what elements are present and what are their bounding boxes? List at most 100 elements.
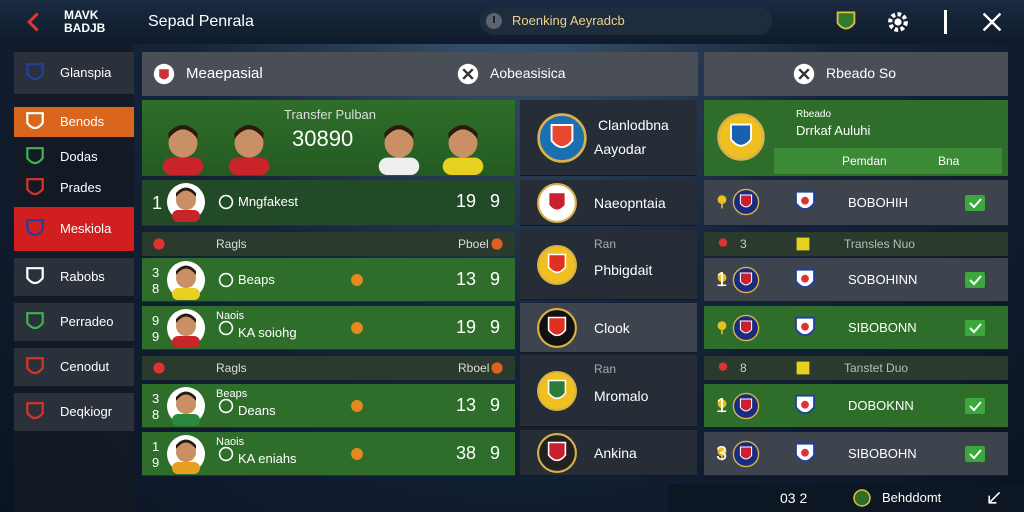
sidebar-item[interactable]: Cenodut [14,348,134,386]
player-row[interactable]: 3 8 Beaps Deans 13 9 [142,384,515,428]
fixture-name: SIBOBOHN [848,446,917,461]
club-row[interactable]: Ran Phbigdait [520,230,697,300]
section-icon-graphic [491,362,503,374]
player-avatar [166,434,206,474]
pin-icon [714,318,730,338]
sidebar-item[interactable]: Deqkiogr [14,393,134,431]
pin-icon [714,270,730,290]
sidebar-item[interactable]: Rabobs [14,258,134,296]
check-button[interactable] [960,270,990,290]
status-icon-graphic [218,320,234,336]
check-button[interactable] [960,318,990,338]
club-crest [792,188,818,216]
club-crest-graphic [732,188,760,216]
player-row[interactable]: 3 8 Beaps 13 9 [142,258,515,302]
sidebar-icon-graphic [26,112,44,130]
sidebar-icon [24,311,46,333]
club-crest-graphic [537,183,577,223]
player-points: 13 [456,269,477,289]
player-rank: 3 [152,265,160,280]
sidebar-item[interactable]: Dodas [14,145,134,169]
settings-icon[interactable] [886,10,910,34]
collapse-icon[interactable] [986,490,1002,506]
info-tabs[interactable]: Pemdan Bna [774,148,1002,174]
sidebar-item[interactable]: Benods [14,107,134,137]
sidebar-item[interactable]: Perradeo [14,303,134,341]
club-row[interactable]: Ankina [520,430,697,476]
club-crest [536,307,578,349]
player-points: 13 [456,395,477,415]
sidebar-icon [24,218,46,240]
club-badge[interactable] [834,10,858,34]
fixture-num: 3 [716,443,728,465]
pin-icon-graphic [717,273,727,287]
club-row[interactable]: Naeopntaia [520,180,697,226]
status-icon [218,446,234,462]
section-icon [794,360,812,376]
section-icon [152,237,166,251]
club-row[interactable]: Ran Mromalo [520,355,697,427]
player-wins: 9 [490,317,501,337]
fixture-row[interactable]: 1 8 SOBOHINN [704,258,1008,302]
coin-icon-graphic [351,448,363,460]
section-icon [490,237,504,251]
player-name: Beaps [238,272,275,287]
player-avatar-graphic [167,435,205,474]
sidebar-icon-graphic [26,267,44,285]
search-icon [484,11,504,31]
club-name: Clanlodbna [598,117,669,133]
info-panel: Rbeado Drrkaf Auluhi Pemdan Bna [704,100,1008,176]
player-tag: Beaps [216,388,248,400]
club-name: Naeopntaia [594,195,666,211]
sidebar-label: Dodas [60,149,98,164]
fixture-row[interactable]: BOBOHIH [704,180,1008,226]
sidebar-item[interactable]: Meskiola [14,207,134,251]
check-button[interactable] [960,444,990,464]
club-crest [716,112,766,162]
tab[interactable]: Meaepasial [142,52,452,96]
sidebar-icon-graphic [26,63,44,81]
player-rank: 9 [152,329,160,344]
close-button[interactable] [980,10,1004,34]
player-avatar [166,260,206,300]
tab[interactable]: Aobeasisica [452,52,698,96]
section-icon [490,361,504,375]
player-rank: 1 [152,193,163,213]
fixture-name: BOBOHIH [848,195,908,210]
bottom-score: 03 2 [780,490,808,506]
fixture-row[interactable]: 3 SIBOBOHN [704,432,1008,476]
sidebar-label: Deqkiogr [60,404,113,419]
sidebar-item[interactable]: Glanspia [14,52,134,94]
player-row[interactable]: 1 9 Naois KA eniahs 38 9 [142,432,515,476]
player-row[interactable]: 9 9 Naois KA soiohg 19 9 [142,306,515,350]
search-bar[interactable]: Roenking Aeyradcb [480,7,772,35]
pin-icon-graphic [718,238,728,247]
club-row[interactable]: Clook [520,303,697,353]
sidebar-label: Meskiola [60,221,112,236]
section-header: 8 Tanstet Duo [704,356,1008,380]
section-num: 3 [740,237,747,251]
tab[interactable]: Rbeado So [704,52,1008,96]
check-button-graphic [965,446,985,462]
tab-icon [792,62,816,86]
divider [944,10,947,34]
sidebar-icon-graphic [26,402,44,420]
club-crest [536,370,578,412]
fixture-row[interactable]: 1 DOBOKNN [704,384,1008,428]
check-button[interactable] [960,193,990,213]
club-sub: Aayodar [594,141,647,157]
check-button[interactable] [960,396,990,416]
fixture-name: SIBOBONN [848,320,917,335]
player-wins: 9 [490,269,501,289]
back-button[interactable] [22,10,46,34]
player-tag: Naois [216,310,245,322]
check-button-graphic [965,320,985,336]
player-avatar [166,182,206,222]
fixture-row[interactable]: SIBOBONN [704,306,1008,350]
sidebar-item[interactable]: Prades [14,175,134,201]
collapse-icon-graphic [988,491,1001,504]
player-row[interactable]: 1 Mngfakest 19 9 [142,180,515,226]
club-row[interactable]: Clanlodbna Aayodar [520,100,697,176]
club-crest-graphic [537,113,587,163]
